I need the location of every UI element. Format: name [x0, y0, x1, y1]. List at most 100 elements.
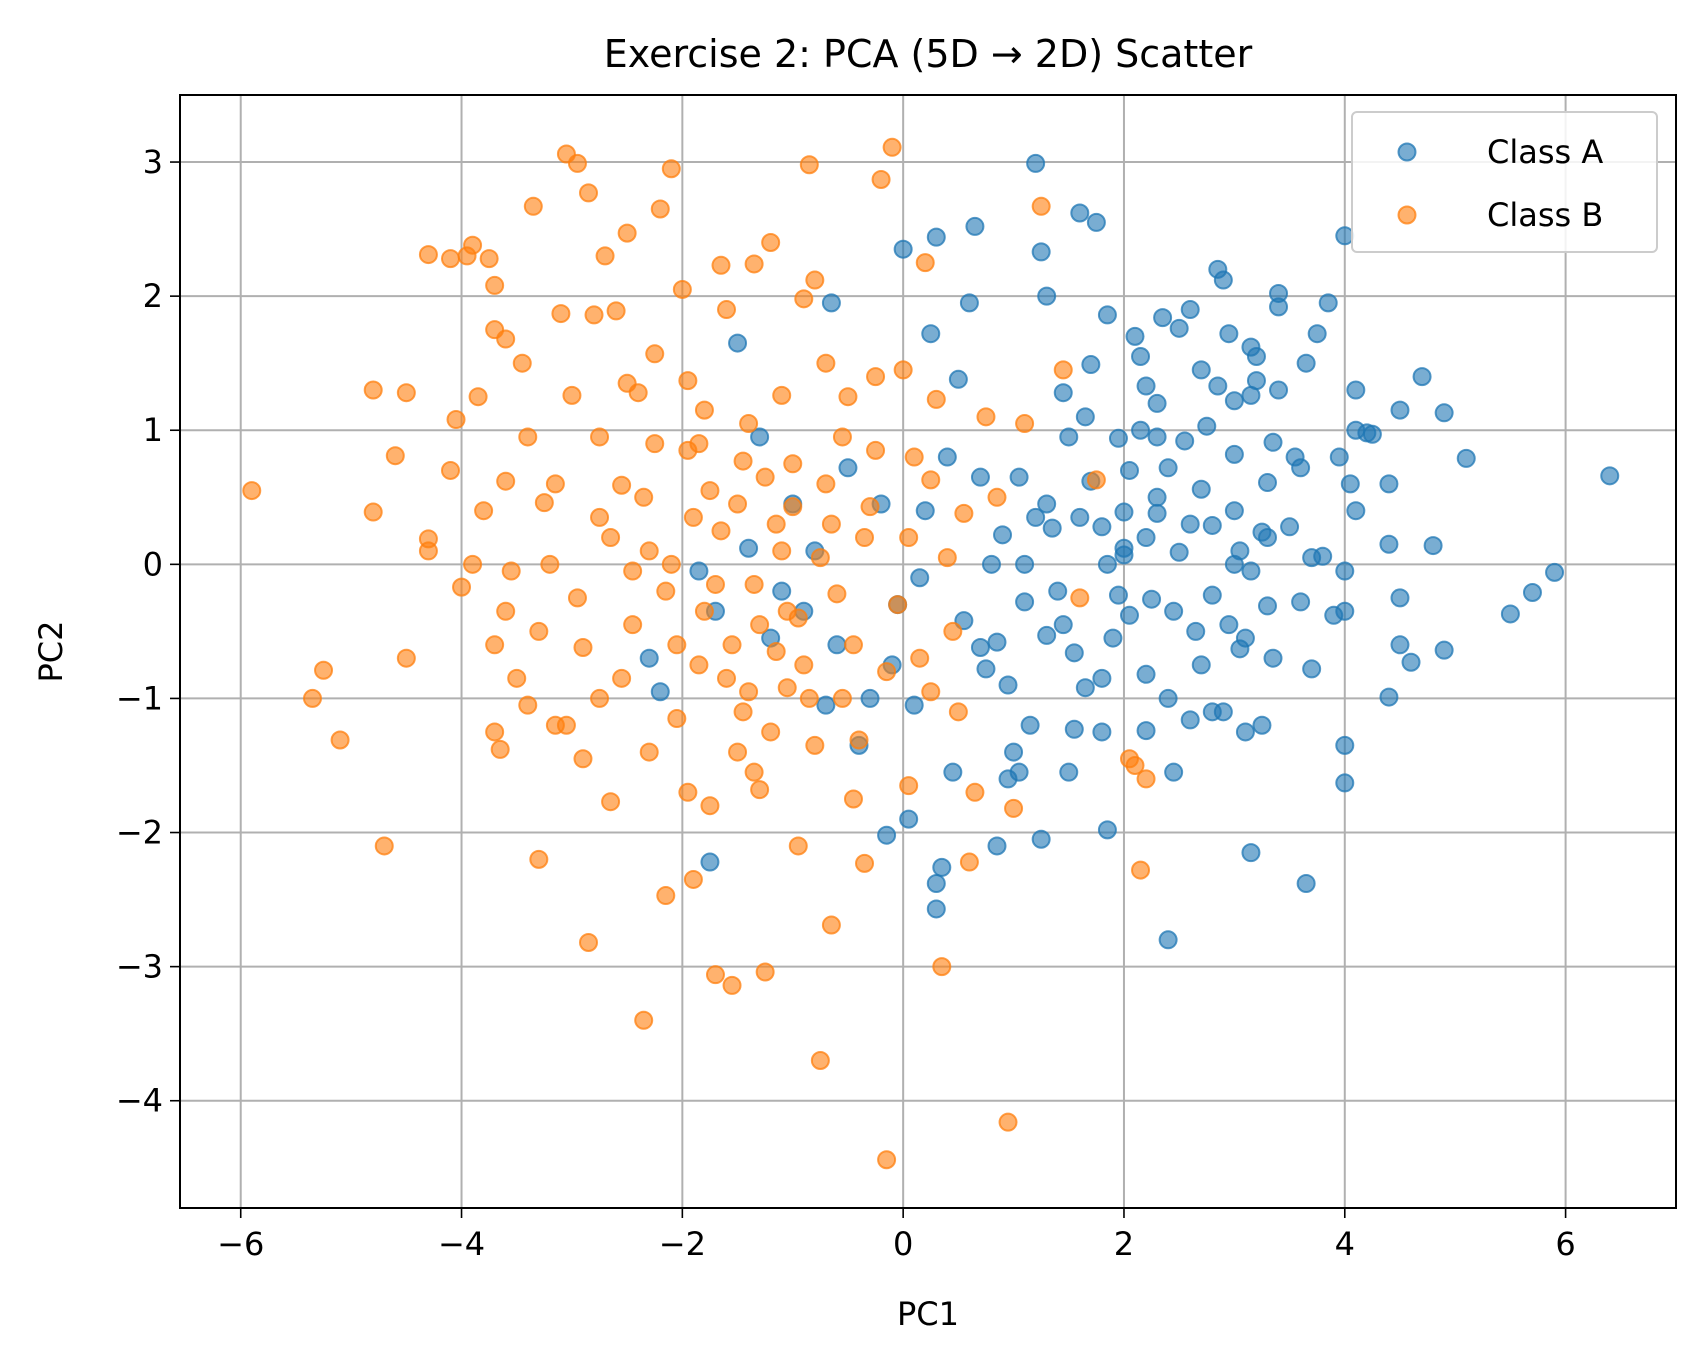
scatter-point — [1379, 474, 1399, 494]
scatter-point — [485, 722, 505, 742]
scatter-point — [1412, 367, 1432, 387]
scatter-point — [518, 427, 538, 447]
scatter-point — [512, 353, 532, 373]
scatter-point — [1307, 324, 1327, 344]
scatter-point — [799, 155, 819, 175]
scatter-point — [1147, 503, 1167, 523]
scatter-point — [860, 497, 880, 517]
x-tick-label: 0 — [893, 1225, 913, 1263]
scatter-point — [678, 440, 698, 460]
scatter-point — [1075, 678, 1095, 698]
scatter-point — [1202, 585, 1222, 605]
scatter-point — [1545, 562, 1565, 582]
scatter-point — [1103, 628, 1123, 648]
scatter-point — [717, 300, 737, 320]
scatter-point — [855, 853, 875, 873]
scatter-point — [1153, 308, 1173, 328]
series-class-b — [242, 137, 1156, 1170]
scatter-point — [750, 427, 770, 447]
scatter-point — [965, 216, 985, 236]
y-tick-label: 3 — [143, 143, 163, 181]
scatter-point — [1064, 643, 1084, 663]
scatter-point — [794, 289, 814, 309]
scatter-point — [1092, 722, 1112, 742]
scatter-point — [893, 360, 913, 380]
scatter-point — [755, 467, 775, 487]
scatter-point — [993, 525, 1013, 545]
scatter-point — [678, 371, 698, 391]
scatter-point — [926, 899, 946, 919]
scatter-point — [474, 501, 494, 521]
scatter-point — [821, 293, 841, 313]
scatter-point — [987, 487, 1007, 507]
scatter-point — [689, 655, 709, 675]
scatter-point — [750, 780, 770, 800]
scatter-point — [1335, 773, 1355, 793]
y-tick-label: −4 — [116, 1082, 163, 1120]
scatter-point — [1296, 353, 1316, 373]
y-tick-label: 2 — [143, 277, 163, 315]
scatter-point — [661, 159, 681, 179]
scatter-point — [866, 440, 886, 460]
scatter-point — [496, 601, 516, 621]
scatter-point — [1379, 534, 1399, 554]
scatter-point — [1158, 930, 1178, 950]
scatter-point — [959, 852, 979, 872]
x-tick-label: 6 — [1555, 1225, 1575, 1263]
scatter-point — [1125, 755, 1145, 775]
scatter-point — [1015, 554, 1035, 574]
scatter-point — [722, 635, 742, 655]
scatter-point — [761, 233, 781, 253]
scatter-point — [1252, 715, 1272, 735]
scatter-point — [1053, 383, 1073, 403]
scatter-point — [1335, 226, 1355, 246]
scatter-point — [1015, 592, 1035, 612]
scatter-point — [1180, 710, 1200, 730]
scatter-point — [1015, 414, 1035, 434]
scatter-point — [1053, 360, 1073, 380]
scatter-point — [739, 414, 759, 434]
scatter-point — [1180, 300, 1200, 320]
scatter-point — [970, 637, 990, 657]
scatter-point — [733, 702, 753, 722]
scatter-point — [877, 1150, 897, 1170]
scatter-point — [534, 493, 554, 513]
scatter-point — [783, 497, 803, 517]
scatter-point — [1230, 541, 1250, 561]
legend-marker — [1397, 205, 1417, 225]
scatter-point — [1241, 843, 1261, 863]
scatter-point — [540, 554, 560, 574]
scatter-point — [832, 427, 852, 447]
scatter-point — [805, 735, 825, 755]
scatter-point — [700, 852, 720, 872]
scatter-point — [1158, 458, 1178, 478]
scatter-point — [821, 514, 841, 534]
scatter-point — [1296, 873, 1316, 893]
scatter-point — [1009, 467, 1029, 487]
legend: Class A Class B — [1351, 111, 1658, 253]
scatter-point — [1318, 293, 1338, 313]
scatter-point — [1197, 416, 1217, 436]
scatter-point — [871, 169, 891, 189]
scatter-point — [1136, 769, 1156, 789]
scatter-point — [1219, 324, 1239, 344]
scatter-point — [1335, 735, 1355, 755]
scatter-point — [948, 702, 968, 722]
scatter-point — [1108, 428, 1128, 448]
scatter-point — [1059, 762, 1079, 782]
scatter-point — [910, 568, 930, 588]
scatter-point — [1235, 722, 1255, 742]
scatter-point — [1059, 427, 1079, 447]
scatter-point — [921, 470, 941, 490]
scatter-point — [832, 688, 852, 708]
scatter-point — [711, 255, 731, 275]
scatter-point — [672, 279, 692, 299]
x-tick-label: −2 — [659, 1225, 706, 1263]
scatter-point — [1340, 474, 1360, 494]
scatter-point — [479, 249, 499, 269]
scatter-point — [1280, 517, 1300, 537]
scatter-point — [1114, 538, 1134, 558]
scatter-point — [1053, 615, 1073, 635]
scatter-point — [899, 528, 919, 548]
scatter-point — [1136, 528, 1156, 548]
